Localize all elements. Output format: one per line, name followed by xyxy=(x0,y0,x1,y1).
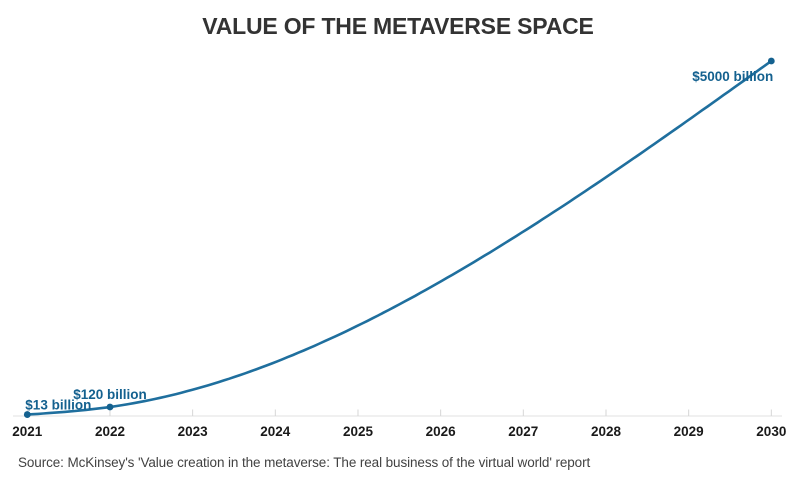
x-tick-label: 2022 xyxy=(95,424,125,439)
data-label-2021: $13 billion xyxy=(25,398,91,413)
data-point-dot xyxy=(767,57,775,65)
x-tick-label: 2030 xyxy=(756,424,786,439)
x-tick-label: 2021 xyxy=(12,424,43,439)
source-note: Source: McKinsey's 'Value creation in th… xyxy=(18,455,591,470)
x-tick-label: 2023 xyxy=(178,424,209,439)
x-axis-labels: 2021 2022 2023 2024 2025 2026 2027 2028 2029 2030 xyxy=(12,424,786,439)
x-tick-label: 2026 xyxy=(426,424,457,439)
line-chart: 2021 2022 2023 2024 2025 2026 2027 2028 2029 2030… xyxy=(12,57,786,439)
x-tick-label: 2025 xyxy=(343,424,374,439)
x-tick-label: 2029 xyxy=(674,424,704,439)
data-point-dot xyxy=(23,411,31,418)
data-point-dot xyxy=(106,403,114,411)
x-tick-label: 2028 xyxy=(591,424,622,439)
series-path xyxy=(26,59,773,416)
data-label-2030: $5000 billion xyxy=(692,69,773,84)
chart-title: VALUE OF THE METAVERSE SPACE xyxy=(202,13,594,39)
line-series xyxy=(23,57,775,418)
data-label-2022: $120 billion xyxy=(73,387,147,402)
x-tick-label: 2024 xyxy=(260,424,291,439)
x-tick-label: 2027 xyxy=(508,424,538,439)
x-axis xyxy=(13,409,782,417)
